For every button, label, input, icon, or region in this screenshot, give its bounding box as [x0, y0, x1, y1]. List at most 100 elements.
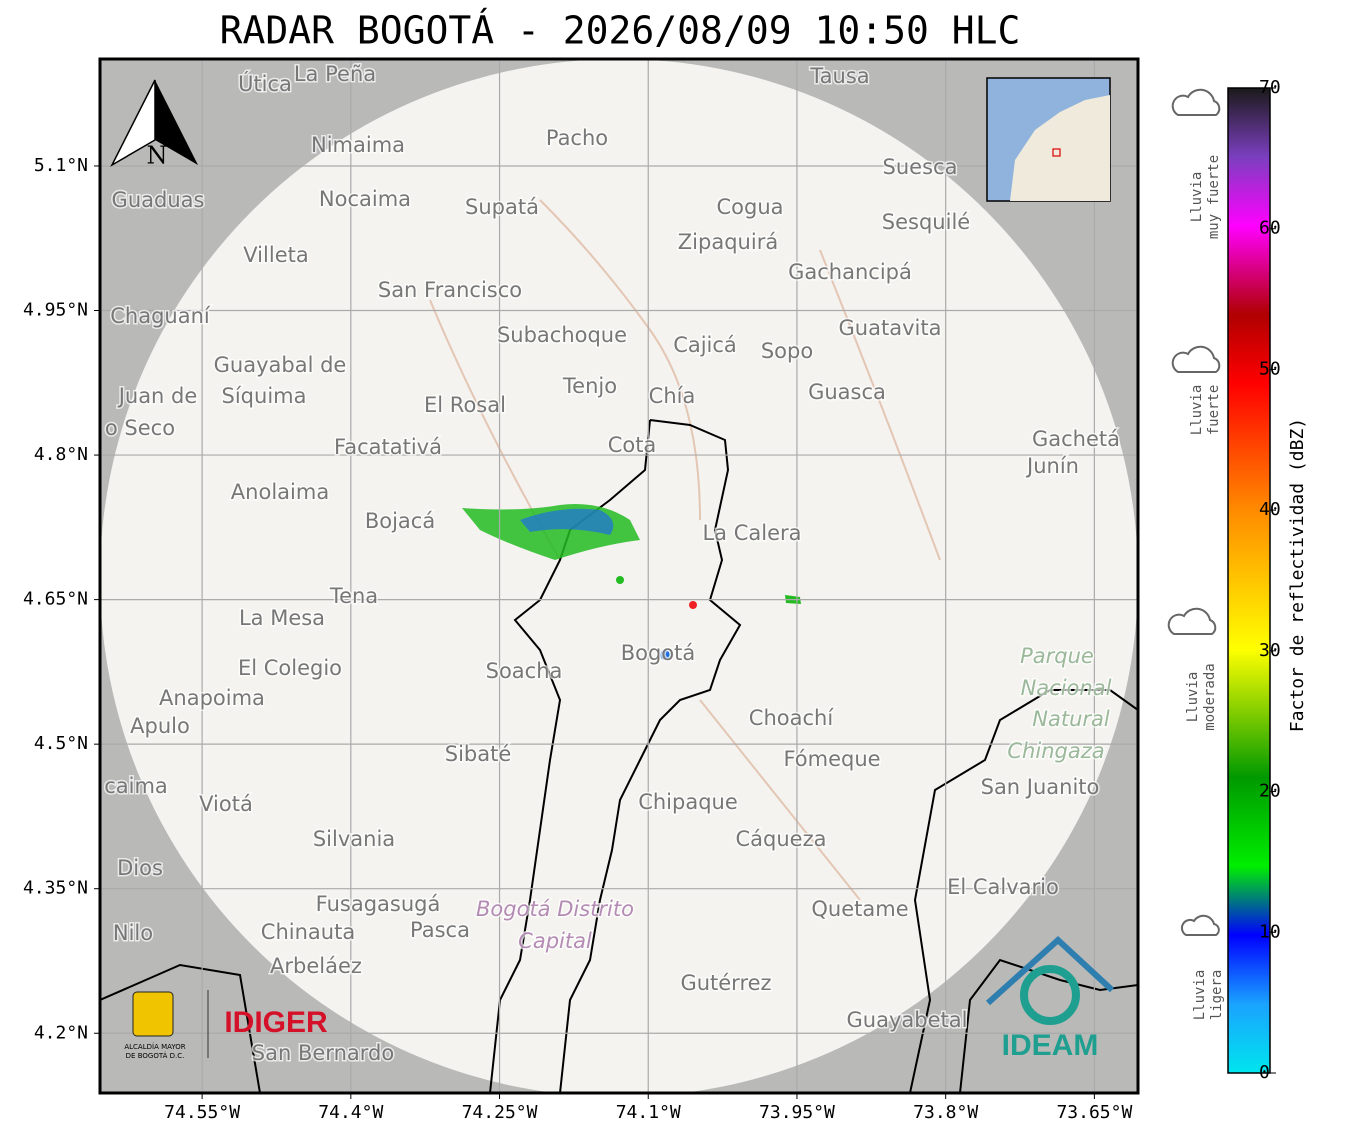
place-label: Útica [238, 71, 292, 96]
park-label: Natural [1032, 707, 1110, 731]
park-label: Chingaza [1007, 739, 1104, 763]
colorbar-tick-label: 50 [1259, 358, 1281, 379]
rain-level-label: Lluvia [1185, 672, 1201, 723]
y-tick-label: 4.95°N [23, 300, 88, 321]
rain-level-label: muy fuerte [1206, 155, 1222, 239]
ideam-label: IDEAM [1002, 1029, 1099, 1062]
place-label: Soacha [486, 659, 563, 683]
place-label: Fómeque [783, 747, 880, 771]
place-label: Zipaquirá [678, 230, 778, 254]
rain-icons [1167, 88, 1221, 936]
place-label: Bogotá [621, 641, 696, 665]
place-label: Junín [1025, 454, 1079, 478]
x-tick-label: 74.25°W [462, 1102, 538, 1123]
place-label: Dios [117, 856, 163, 880]
title: RADAR BOGOTÁ - 2026/08/09 10:50 HLC [220, 9, 1021, 53]
place-label: Subachoque [497, 323, 627, 347]
radar-range [100, 59, 1138, 1093]
place-label: Cáqueza [736, 827, 827, 851]
colorbar [1227, 87, 1271, 1074]
place-label: Nilo [113, 921, 153, 945]
x-tick-label: 73.65°W [1056, 1102, 1132, 1123]
place-label: Gutérrez [680, 971, 771, 995]
place-label: Supatá [465, 195, 539, 219]
place-label: Cajicá [673, 333, 737, 357]
colorbar-tick-label: 30 [1259, 640, 1281, 661]
place-label: Cota [608, 433, 657, 457]
inset-map [986, 77, 1111, 202]
map: Útica La Peña Tausa Pacho Nimaima Suesca Guadu… [100, 59, 1138, 1093]
place-label: Chinauta [261, 920, 355, 944]
place-label: Anapoima [159, 686, 265, 710]
y-tick-label: 4.8°N [34, 444, 88, 465]
place-label: Quetame [811, 897, 908, 921]
district-label: Bogotá Distrito [476, 897, 634, 921]
place-label: Cogua [716, 195, 783, 219]
colorbar-label: Factor de reflectividad (dBZ) [1287, 418, 1308, 732]
rain-level-label: moderada [1202, 663, 1218, 730]
colorbar-tick-label: 20 [1259, 781, 1281, 802]
x-tick-label: 74.55°W [164, 1102, 240, 1123]
colorbar-tick-label: 0 [1259, 1062, 1270, 1083]
place-label: Tena [329, 584, 378, 608]
rain-level-label: fuerte [1206, 385, 1222, 436]
place-label: La Mesa [239, 606, 325, 630]
rain-level-label: Lluvia [1192, 970, 1208, 1021]
x-tick-label: 73.95°W [759, 1102, 835, 1123]
place-label: Suesca [883, 155, 958, 179]
place-label: Villeta [243, 243, 308, 267]
y-tick-label: 4.2°N [34, 1022, 88, 1043]
place-label: El Calvario [947, 875, 1059, 899]
place-label: La Peña [294, 62, 376, 86]
idiger-logo: IDIGER [224, 1006, 328, 1039]
place-label: Arbeláez [270, 954, 362, 978]
place-label: Anolaima [231, 480, 329, 504]
place-label: Chaguaní [110, 304, 211, 328]
place-label: San Francisco [378, 278, 522, 302]
ideam-logo: IDEAM [985, 935, 1115, 1062]
north-label: N [147, 142, 168, 170]
colorbar-tick-label: 10 [1259, 921, 1281, 942]
place-label: Choachí [749, 706, 835, 730]
park-label: Parque [1020, 644, 1094, 668]
park-label: Nacional [1021, 676, 1112, 700]
alcaldia-logo: ALCALDÍA MAYOR DE BOGOTÁ D.C. [124, 990, 209, 1060]
place-label: Chía [649, 384, 696, 408]
place-label: Viotá [199, 792, 253, 816]
y-tick-label: 4.5°N [34, 733, 88, 754]
place-label: Bojacá [365, 509, 435, 533]
place-label: Gachancipá [788, 260, 912, 284]
place-label: Sibaté [445, 742, 512, 766]
place-label: Pacho [546, 126, 608, 150]
y-tick-label: 5.1°N [34, 155, 88, 176]
x-tick-label: 74.1°W [616, 1102, 681, 1123]
y-tick-label: 4.35°N [23, 878, 88, 899]
place-label: Chipaque [638, 790, 738, 814]
place-label: Guasca [808, 380, 886, 404]
rain-level-label: ligera [1209, 970, 1225, 1021]
rain-level-label: Lluvia [1189, 172, 1205, 223]
place-label: Gachetá [1032, 427, 1120, 451]
rain-level-label: Lluvia [1189, 385, 1205, 436]
place-label: Silvania [313, 827, 395, 851]
colorbar-tick-label: 60 [1259, 218, 1281, 239]
north-arrow: N [110, 79, 198, 170]
place-label: Nimaima [311, 133, 405, 157]
place-label: El Colegio [238, 656, 342, 680]
x-tick-label: 73.8°W [913, 1102, 978, 1123]
place-label: El Rosal [424, 393, 506, 417]
place-label: Tenjo [562, 374, 617, 398]
place-label: Pasca [410, 918, 470, 942]
place-label: Fusagasugá [316, 892, 441, 916]
place-label: Síquima [222, 384, 307, 408]
place-label: Guayabetal [847, 1008, 968, 1032]
place-label: Sopo [761, 339, 813, 363]
roads [429, 199, 941, 901]
place-label: Guaduas [112, 188, 205, 212]
place-label: San Juanito [981, 775, 1100, 799]
colorbar-tick-label: 70 [1259, 77, 1281, 98]
place-label: caima [104, 774, 168, 798]
place-label: La Calera [702, 521, 801, 545]
place-label: Sesquilé [882, 210, 970, 234]
